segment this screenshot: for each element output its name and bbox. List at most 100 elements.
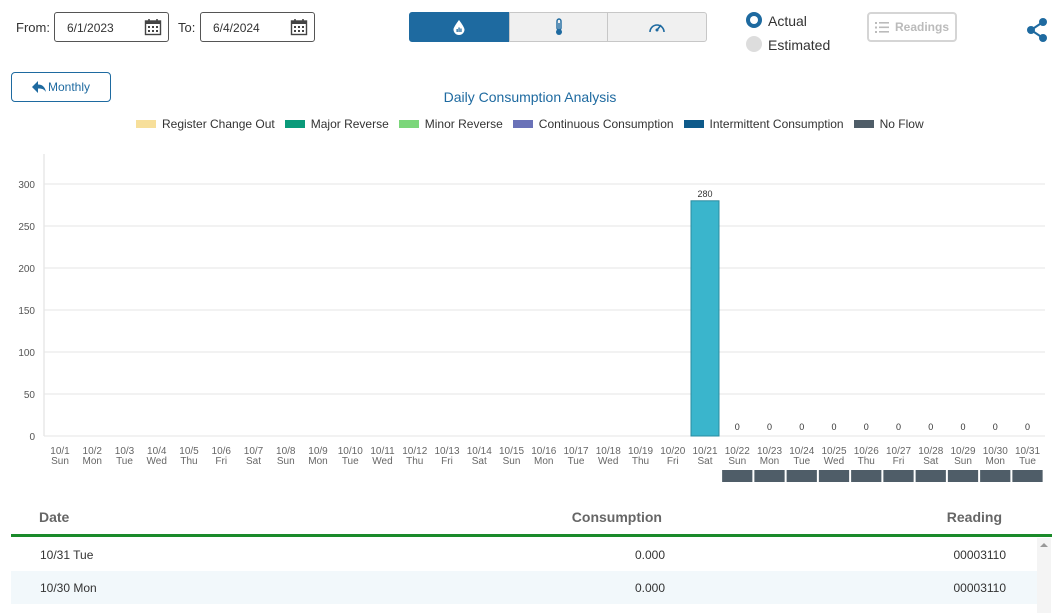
legend-item[interactable]: Continuous Consumption bbox=[512, 117, 674, 131]
legend-item[interactable]: Major Reverse bbox=[284, 117, 389, 131]
y-tick-label: 250 bbox=[18, 222, 35, 233]
legend-label: Major Reverse bbox=[310, 117, 389, 131]
x-tick-weekday-label: Wed bbox=[598, 456, 618, 467]
gauge-icon bbox=[649, 24, 665, 33]
x-tick-date-label: 10/8 bbox=[276, 446, 296, 457]
scroll-up-arrow-icon[interactable] bbox=[1037, 539, 1051, 551]
monthly-label: Monthly bbox=[47, 80, 91, 94]
consumption-view-toggle[interactable] bbox=[409, 12, 509, 42]
from-date-value: 6/1/2023 bbox=[67, 21, 114, 35]
x-tick-weekday-label: Mon bbox=[308, 456, 327, 467]
y-tick-label: 50 bbox=[24, 390, 36, 401]
list-icon bbox=[874, 21, 889, 33]
x-tick-date-label: 10/1 bbox=[50, 446, 70, 457]
bar-value-label: 0 bbox=[799, 422, 804, 432]
to-date-value: 6/4/2024 bbox=[213, 21, 260, 35]
legend-item[interactable]: Minor Reverse bbox=[398, 117, 503, 131]
x-tick-weekday-label: Wed bbox=[824, 456, 844, 467]
table-scrollbar[interactable] bbox=[1037, 538, 1051, 613]
legend-label: Intermittent Consumption bbox=[709, 117, 844, 131]
no-flow-marker bbox=[947, 470, 979, 482]
monthly-back-button[interactable]: Monthly bbox=[11, 72, 111, 102]
no-flow-marker bbox=[980, 470, 1011, 482]
legend-item[interactable]: Intermittent Consumption bbox=[683, 117, 844, 131]
x-tick-date-label: 10/6 bbox=[212, 446, 232, 457]
to-date-input[interactable]: 6/4/2024 bbox=[200, 12, 315, 42]
date-column-header[interactable]: Date bbox=[39, 509, 70, 525]
x-tick-date-label: 10/12 bbox=[402, 446, 427, 457]
x-tick-weekday-label: Thu bbox=[180, 456, 197, 467]
x-tick-weekday-label: Sun bbox=[728, 456, 746, 467]
chart-legend: Register Change Out Major Reverse Minor Re… bbox=[136, 117, 924, 131]
table-row[interactable]: 10/30 Mon 0.000 00003110 bbox=[11, 571, 1037, 604]
table-header: Date Consumption Reading bbox=[11, 505, 1052, 537]
legend-item[interactable]: No Flow bbox=[853, 117, 924, 131]
bar-value-label: 280 bbox=[697, 189, 712, 199]
readings-label: Readings bbox=[894, 20, 949, 34]
from-date-input[interactable]: 6/1/2023 bbox=[54, 12, 169, 42]
x-tick-weekday-label: Mon bbox=[760, 456, 779, 467]
x-tick-weekday-label: Wed bbox=[147, 456, 167, 467]
legend-label: Register Change Out bbox=[162, 117, 275, 131]
x-tick-weekday-label: Mon bbox=[986, 456, 1005, 467]
x-tick-weekday-label: Sat bbox=[923, 456, 938, 467]
x-tick-weekday-label: Sun bbox=[51, 456, 69, 467]
x-tick-date-label: 10/16 bbox=[531, 446, 556, 457]
reading-column-header[interactable]: Reading bbox=[946, 509, 1002, 525]
actual-label[interactable]: Actual bbox=[768, 13, 807, 29]
bar-value-label: 0 bbox=[960, 422, 965, 432]
pressure-view-toggle[interactable] bbox=[607, 12, 707, 42]
table-row[interactable]: 10/31 Tue 0.000 00003110 bbox=[11, 538, 1037, 571]
calendar-icon[interactable] bbox=[290, 18, 308, 36]
x-tick-weekday-label: Sat bbox=[697, 456, 712, 467]
x-tick-date-label: 10/24 bbox=[789, 446, 814, 457]
x-tick-date-label: 10/17 bbox=[563, 446, 588, 457]
x-tick-date-label: 10/19 bbox=[628, 446, 653, 457]
estimated-radio[interactable] bbox=[746, 36, 762, 52]
no-flow-marker bbox=[1012, 470, 1043, 482]
x-tick-weekday-label: Sat bbox=[246, 456, 261, 467]
bar-value-label: 0 bbox=[993, 422, 998, 432]
x-tick-date-label: 10/20 bbox=[660, 446, 685, 457]
x-tick-date-label: 10/26 bbox=[854, 446, 879, 457]
temperature-view-toggle[interactable] bbox=[509, 12, 608, 42]
share-icon[interactable] bbox=[1025, 17, 1049, 43]
readings-button[interactable]: Readings bbox=[867, 12, 957, 42]
bar-value-label: 0 bbox=[864, 422, 869, 432]
x-tick-date-label: 10/2 bbox=[83, 446, 103, 457]
x-tick-weekday-label: Mon bbox=[534, 456, 553, 467]
legend-swatch bbox=[284, 120, 305, 128]
legend-label: Minor Reverse bbox=[424, 117, 503, 131]
x-tick-weekday-label: Tue bbox=[793, 456, 810, 467]
estimated-label[interactable]: Estimated bbox=[768, 37, 831, 53]
legend-swatch bbox=[398, 120, 419, 128]
x-tick-weekday-label: Thu bbox=[406, 456, 423, 467]
legend-swatch bbox=[136, 120, 156, 128]
consumption-column-header[interactable]: Consumption bbox=[571, 509, 662, 525]
x-tick-date-label: 10/14 bbox=[467, 446, 492, 457]
x-tick-date-label: 10/11 bbox=[370, 446, 395, 457]
legend-label: Continuous Consumption bbox=[538, 117, 674, 131]
x-tick-date-label: 10/25 bbox=[821, 446, 846, 457]
no-flow-marker bbox=[754, 470, 785, 482]
legend-swatch bbox=[512, 120, 533, 128]
x-tick-weekday-label: Sun bbox=[277, 456, 295, 467]
bar-value-label: 0 bbox=[896, 422, 901, 432]
x-tick-date-label: 10/9 bbox=[308, 446, 328, 457]
legend-item[interactable]: Register Change Out bbox=[136, 117, 275, 131]
x-tick-weekday-label: Tue bbox=[342, 456, 359, 467]
no-flow-marker bbox=[851, 470, 882, 482]
x-tick-date-label: 10/7 bbox=[244, 446, 264, 457]
actual-radio[interactable] bbox=[746, 12, 762, 28]
x-tick-date-label: 10/23 bbox=[757, 446, 782, 457]
x-tick-date-label: 10/28 bbox=[918, 446, 943, 457]
calendar-icon[interactable] bbox=[144, 18, 162, 36]
x-tick-date-label: 10/31 bbox=[1015, 446, 1040, 457]
bar-value-label: 0 bbox=[735, 422, 740, 432]
x-tick-weekday-label: Thu bbox=[632, 456, 649, 467]
no-flow-marker bbox=[786, 470, 817, 482]
row-date: 10/30 Mon bbox=[40, 581, 97, 595]
x-tick-date-label: 10/21 bbox=[692, 446, 717, 457]
x-tick-weekday-label: Sun bbox=[954, 456, 972, 467]
bar-value-label: 0 bbox=[928, 422, 933, 432]
